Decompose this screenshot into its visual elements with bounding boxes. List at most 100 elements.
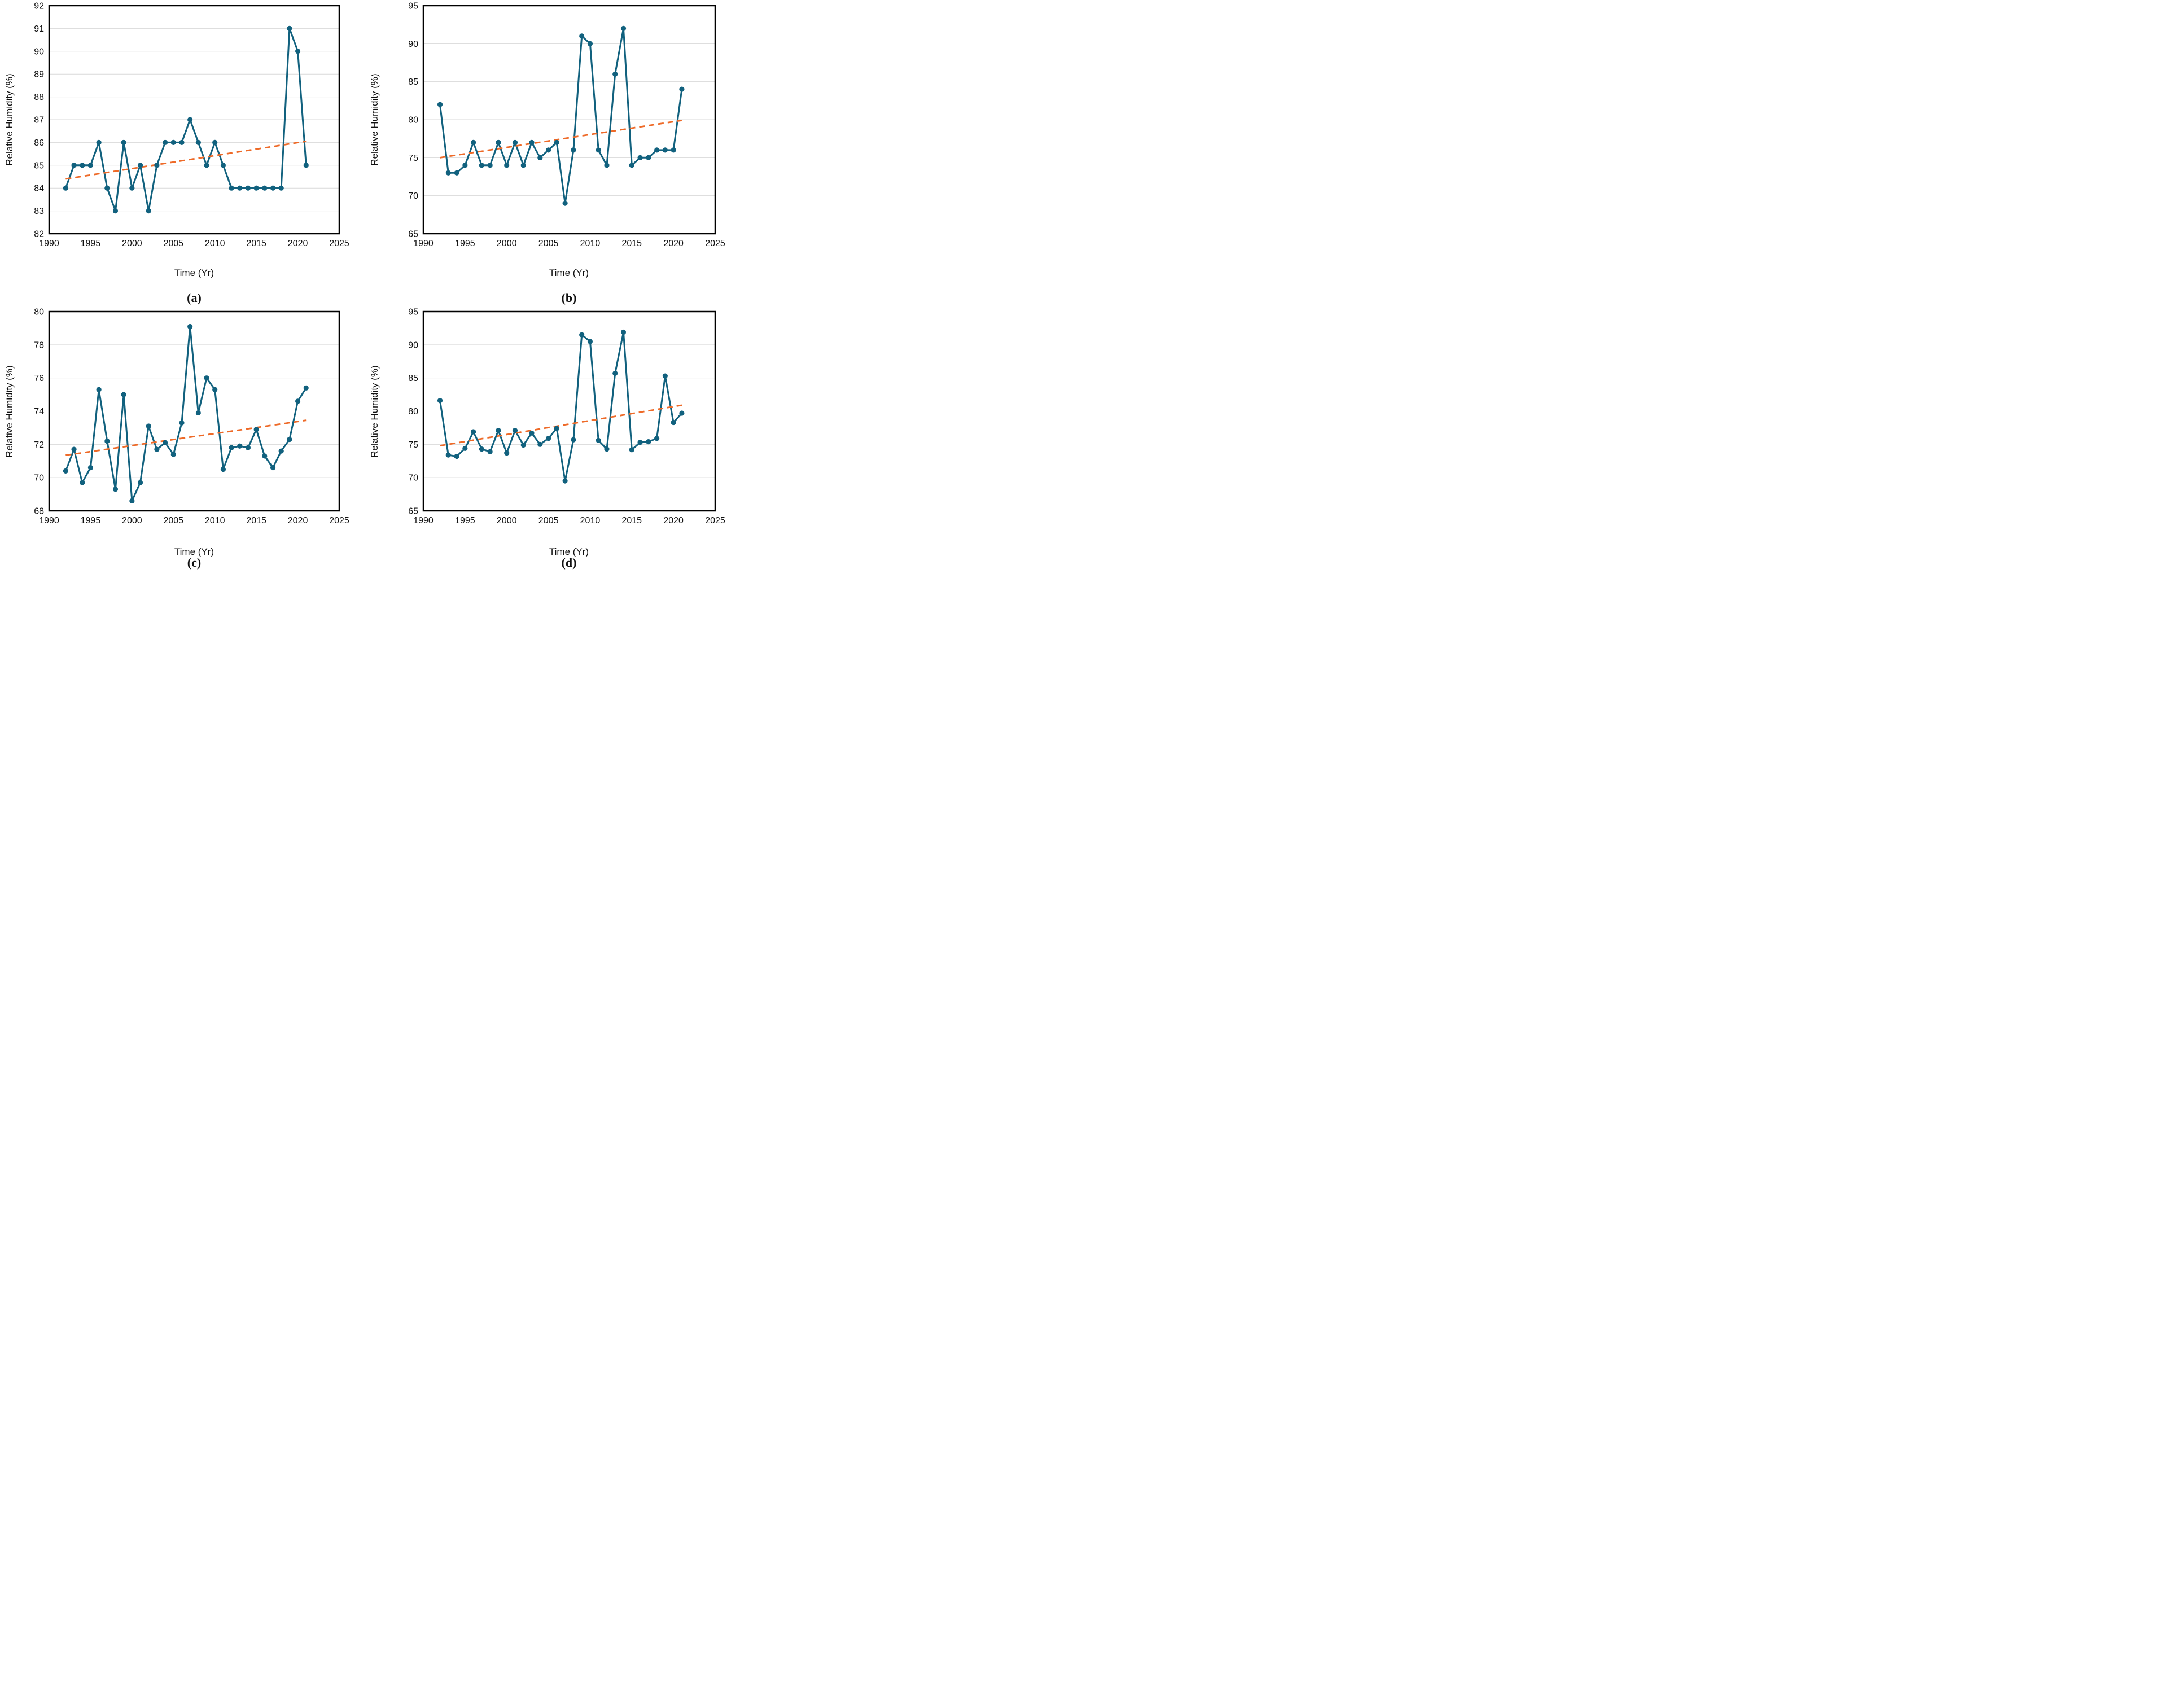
data-point: [587, 339, 593, 344]
data-point: [454, 453, 459, 459]
panel-a: 82 83 84 85 86 87 88 89 90 91 92 1990 1995 2000 2005 20…: [0, 0, 362, 308]
data-point: [496, 428, 501, 433]
data-point: [146, 423, 151, 429]
data-point: [554, 139, 559, 145]
data-point: [437, 102, 443, 107]
data-point: [462, 163, 468, 168]
x-tick-label: 2010: [205, 516, 225, 525]
data-point: [121, 392, 126, 397]
data-point: [287, 436, 292, 443]
data-point: [245, 445, 251, 450]
panel-b: 65 70 75 80 85 90 95 1990 1995 2000 2005 2010 2015 20…: [363, 0, 725, 308]
data-point: [63, 468, 68, 474]
data-point: [671, 147, 676, 153]
plot-border: [422, 310, 716, 512]
data-point: [671, 419, 676, 426]
data-point: [229, 185, 234, 191]
data-point: [604, 163, 610, 168]
data-point: [629, 163, 634, 168]
data-point: [587, 41, 593, 46]
data-point: [571, 147, 576, 153]
x-tick-label: 2020: [288, 516, 308, 525]
plot-border: [48, 310, 340, 512]
x-tick-label: 2010: [580, 239, 601, 248]
trend-line: [65, 140, 307, 180]
humidity-line: [439, 331, 683, 482]
panel-caption: (b): [562, 291, 577, 305]
data-point: [121, 139, 126, 145]
data-point: [204, 163, 209, 168]
plot-area: 68 70 72 74 76 78 80 1990 1995 2000 2005 2010 2015 20…: [34, 308, 349, 526]
y-tick-label: 90: [408, 40, 418, 49]
y-tick-label: 80: [408, 116, 418, 125]
y-tick-label: 65: [408, 507, 418, 516]
data-point: [278, 185, 284, 191]
data-point: [445, 170, 451, 176]
data-point: [295, 398, 301, 404]
panel-b-chart: 65 70 75 80 85 90 95 1990 1995 2000 2005 2010 2015 20…: [369, 2, 725, 305]
data-point: [71, 163, 77, 168]
data-point: [154, 163, 160, 168]
x-tick-label: 2015: [621, 516, 642, 525]
data-point: [537, 155, 543, 160]
data-point: [229, 445, 234, 450]
panel-caption: (d): [562, 555, 577, 570]
y-axis-title: Relative Humidity (%): [369, 365, 380, 457]
plot-border: [422, 5, 716, 235]
y-tick-label: 80: [408, 407, 418, 417]
x-tick-label: 1995: [81, 516, 101, 525]
plot-area: 82 83 84 85 86 87 88 89 90 91 92 1990 1995 2000 2005 20…: [34, 2, 349, 249]
data-point: [253, 427, 259, 432]
data-point: [545, 436, 551, 441]
y-tick-label: 65: [408, 230, 418, 239]
data-point: [137, 163, 143, 168]
data-point: [554, 426, 559, 431]
data-point: [579, 33, 585, 39]
data-point: [612, 370, 618, 376]
panel-c: 68 70 72 74 76 78 80 1990 1995 2000 2005 2010 2015 20…: [0, 306, 362, 570]
data-point: [253, 185, 259, 191]
data-point: [537, 441, 543, 447]
data-point: [129, 498, 135, 503]
data-point: [195, 139, 201, 145]
data-point: [512, 428, 518, 433]
data-point: [662, 373, 668, 379]
data-point: [504, 163, 510, 168]
panel-c-chart: 68 70 72 74 76 78 80 1990 1995 2000 2005 2010 2015 20…: [4, 308, 349, 570]
data-point: [529, 139, 535, 145]
y-tick-label: 84: [34, 184, 44, 194]
x-tick-label: 2020: [663, 239, 684, 248]
data-point: [571, 437, 576, 443]
x-tick-label: 1995: [455, 239, 475, 248]
data-point: [71, 446, 77, 452]
x-tick-label: 1990: [39, 239, 59, 248]
data-point: [562, 200, 568, 206]
data-point: [212, 139, 218, 145]
data-point: [679, 86, 685, 92]
x-tick-label: 2005: [163, 516, 183, 525]
data-point: [295, 49, 301, 54]
x-tick-label: 2000: [497, 516, 517, 525]
data-point: [637, 155, 643, 160]
x-tick-label: 2020: [288, 239, 308, 248]
data-point: [179, 139, 185, 145]
y-tick-label: 82: [34, 230, 44, 239]
data-point: [471, 139, 476, 145]
y-tick-label: 90: [34, 47, 44, 56]
y-tick-label: 75: [408, 440, 418, 450]
x-tick-label: 2025: [705, 516, 725, 525]
y-tick-label: 68: [34, 507, 44, 516]
data-point: [504, 450, 510, 456]
y-tick-label: 88: [34, 93, 44, 102]
trend-line: [65, 419, 307, 456]
data-point: [80, 480, 85, 485]
data-point: [679, 410, 685, 416]
data-point: [262, 453, 268, 459]
y-tick-label: 89: [34, 70, 44, 80]
data-point: [270, 185, 276, 191]
data-point: [63, 185, 68, 191]
y-tick-label: 72: [34, 440, 44, 450]
x-tick-label: 2000: [122, 239, 142, 248]
data-point: [646, 155, 651, 160]
data-point: [579, 332, 585, 338]
